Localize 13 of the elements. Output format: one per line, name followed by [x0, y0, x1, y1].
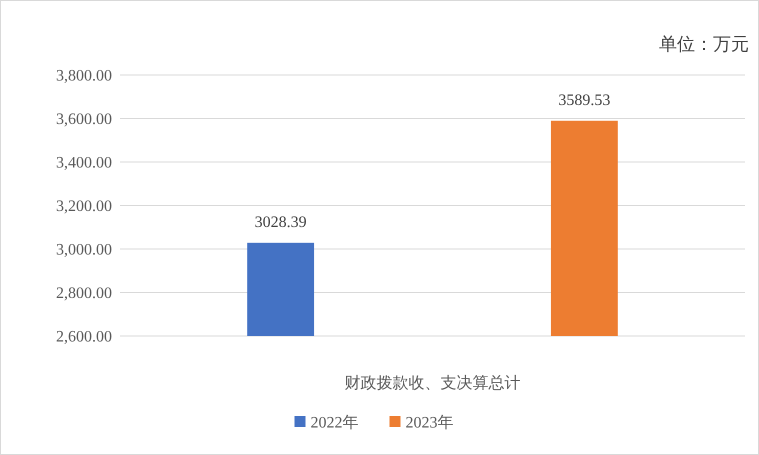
y-tick-label: 2,600.00 [56, 328, 112, 346]
text: 单位：万元 [659, 34, 749, 54]
data-label: 3589.53 [558, 92, 610, 109]
y-tick-label: 3,600.00 [56, 111, 112, 128]
y-tick-label: 3,800.00 [56, 68, 112, 85]
y-tick-label: 3,000.00 [56, 242, 112, 259]
y-tick-label: 3,200.00 [56, 198, 112, 216]
y-tick-label: 3,400.00 [56, 154, 112, 172]
x-tick-label: 财政拨款收、支决算总计 [344, 374, 520, 392]
data-label: 3028.39 [254, 214, 307, 231]
legend-label: 2023年 [406, 414, 454, 432]
legend-label: 2022年 [310, 414, 358, 432]
y-tick-label: 2,800.00 [56, 285, 112, 302]
